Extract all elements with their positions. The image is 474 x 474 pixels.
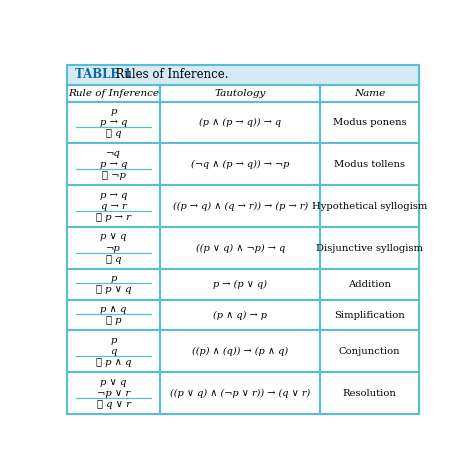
Text: ∴ p → r: ∴ p → r (96, 213, 131, 222)
Text: p ∨ q: p ∨ q (100, 232, 127, 241)
Text: ∴ p ∨ q: ∴ p ∨ q (96, 285, 131, 294)
Text: Tautology: Tautology (215, 89, 266, 98)
Text: ((p) ∧ (q)) → (p ∧ q): ((p) ∧ (q)) → (p ∧ q) (192, 347, 288, 356)
Text: Modus tollens: Modus tollens (334, 160, 405, 169)
Text: ((p → q) ∧ (q → r)) → (p → r): ((p → q) ∧ (q → r)) → (p → r) (173, 201, 308, 211)
Bar (67, 64, 419, 84)
Text: ∴ q: ∴ q (106, 255, 121, 264)
Text: ∴ ¬p: ∴ ¬p (102, 171, 126, 180)
Text: TABLE 1: TABLE 1 (75, 68, 131, 81)
Text: p → q: p → q (100, 191, 128, 200)
Text: p ∧ q: p ∧ q (100, 305, 127, 314)
Bar (67, 144, 419, 185)
Text: Disjunctive syllogism: Disjunctive syllogism (316, 244, 423, 253)
Text: p: p (110, 274, 117, 283)
Text: ((p ∨ q) ∧ ¬p) → q: ((p ∨ q) ∧ ¬p) → q (196, 244, 285, 253)
Bar (67, 101, 419, 144)
Text: Hypothetical syllogism: Hypothetical syllogism (312, 202, 427, 211)
Bar (67, 300, 419, 330)
Text: ∴ q ∨ r: ∴ q ∨ r (97, 400, 130, 409)
Text: Conjunction: Conjunction (339, 347, 401, 356)
Text: Addition: Addition (348, 280, 391, 289)
Text: Modus ponens: Modus ponens (333, 118, 406, 127)
Text: p → q: p → q (100, 118, 128, 127)
Text: ¬p: ¬p (106, 244, 121, 253)
Text: ((p ∨ q) ∧ (¬p ∨ r)) → (q ∨ r): ((p ∨ q) ∧ (¬p ∨ r)) → (q ∨ r) (170, 389, 310, 398)
Text: p ∨ q: p ∨ q (100, 378, 127, 387)
Text: q: q (110, 347, 117, 356)
Text: Resolution: Resolution (343, 389, 397, 398)
Text: p: p (110, 107, 117, 116)
Bar (67, 84, 419, 101)
Text: ¬p ∨ r: ¬p ∨ r (97, 389, 130, 398)
Text: p: p (110, 336, 117, 345)
Bar (67, 185, 419, 227)
Text: ¬q: ¬q (106, 149, 121, 158)
Text: Name: Name (354, 89, 385, 98)
Bar (67, 269, 419, 300)
Text: Rule of Inference: Rule of Inference (68, 89, 159, 98)
Text: ∴ p: ∴ p (106, 316, 121, 325)
Text: q → r: q → r (101, 202, 127, 211)
Text: (p ∧ (p → q)) → q: (p ∧ (p → q)) → q (199, 118, 282, 127)
Text: Simplification: Simplification (334, 310, 405, 319)
Text: (¬q ∧ (p → q)) → ¬p: (¬q ∧ (p → q)) → ¬p (191, 160, 290, 169)
Text: ∴ q: ∴ q (106, 129, 121, 138)
Bar (67, 330, 419, 372)
Text: p → (p ∨ q): p → (p ∨ q) (213, 280, 267, 289)
Text: Rules of Inference.: Rules of Inference. (108, 68, 228, 81)
Bar (67, 227, 419, 269)
Bar (67, 372, 419, 414)
Text: ∴ p ∧ q: ∴ p ∧ q (96, 358, 131, 367)
Text: p → q: p → q (100, 160, 128, 169)
Text: (p ∧ q) → p: (p ∧ q) → p (213, 310, 267, 319)
